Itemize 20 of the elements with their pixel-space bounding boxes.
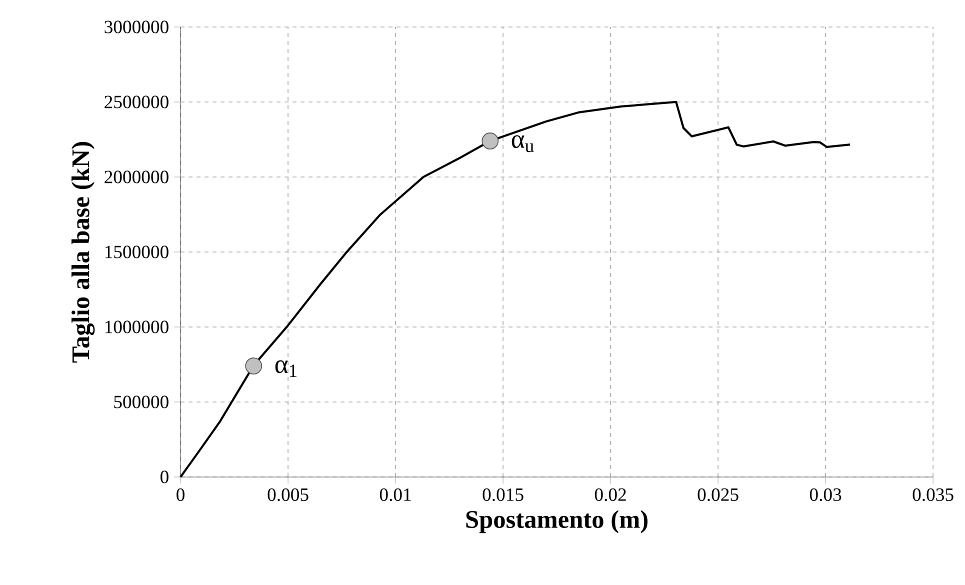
x-tick-label: 0.025 — [698, 488, 738, 502]
y-tick-label: 1000000 — [105, 320, 168, 334]
y-tick-label: 2500000 — [104, 96, 168, 108]
y-tick-label: 3000000 — [104, 20, 168, 34]
x-tick-label: 0.015 — [482, 488, 524, 502]
annotation: α$_{1}$ — [275, 360, 297, 378]
x-tick-label: 0.02 — [594, 488, 626, 502]
x-tick-label: 0 — [176, 488, 184, 501]
x-tick-label: 0.005 — [268, 488, 308, 502]
y-tick-label: 2000000 — [104, 170, 168, 184]
x-axis-title: Spostamento (m) — [466, 510, 648, 534]
y-tick-label: 1500000 — [105, 246, 168, 258]
y-tick-label: 0 — [160, 470, 168, 484]
x-tick-label: 0.035 — [912, 488, 954, 502]
y-tick-label: 500000 — [114, 396, 168, 408]
y-axis-title: Taglio alla base (kN) — [72, 142, 95, 363]
x-tick-label: 0.03 — [810, 488, 842, 502]
line-series — [179, 100, 852, 478]
annotation: α$_{u}$ — [512, 135, 534, 152]
x-tick-label: 0.01 — [380, 488, 411, 502]
